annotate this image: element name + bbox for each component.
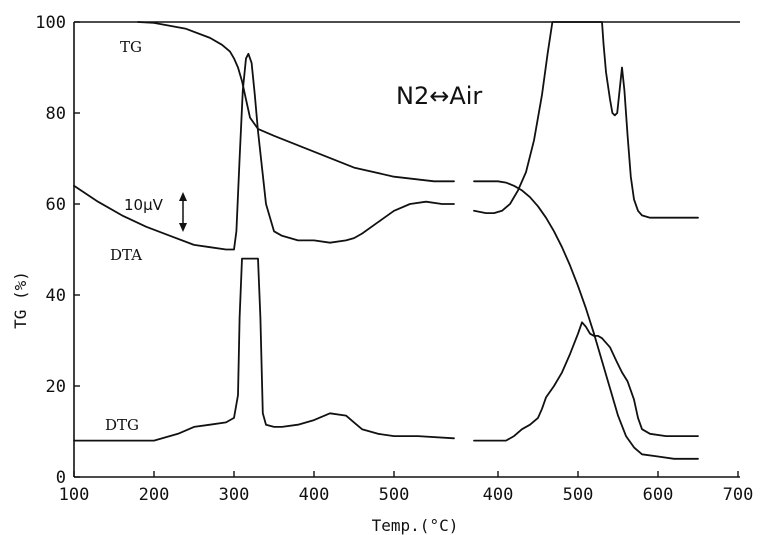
y-axis-title: TG (%) xyxy=(11,271,30,329)
x-tick-label: 600 xyxy=(643,485,674,505)
y-tick-label: 40 xyxy=(46,286,66,306)
x-tick-label: 500 xyxy=(563,485,594,505)
x-tick-label: 400 xyxy=(483,485,514,505)
dta-scale-arrow xyxy=(179,192,187,232)
x-tick-label: 300 xyxy=(219,485,250,505)
left-dta-curve xyxy=(73,52,455,251)
right-panel-series xyxy=(473,21,699,460)
y-tick-label: 100 xyxy=(35,13,66,33)
dtg-curve-label: DTG xyxy=(105,416,139,434)
left-panel-series xyxy=(73,21,455,442)
y-tick-label: 0 xyxy=(56,468,66,488)
x-tick-label: 400 xyxy=(299,485,330,505)
x-tick-label: 700 xyxy=(723,485,754,505)
y-tick-label: 60 xyxy=(46,195,66,215)
y-tick-label: 20 xyxy=(46,377,66,397)
right-tg-curve xyxy=(473,180,699,460)
right-dtg-curve xyxy=(473,321,699,442)
tg-curve-label: TG xyxy=(120,38,142,56)
dta-curve-label: DTA xyxy=(110,246,142,264)
x-tick-label: 200 xyxy=(139,485,170,505)
x-tick-label: 100 xyxy=(59,485,90,505)
left-tg-curve xyxy=(137,21,455,183)
x-ticks-left: 100 200 300 400 500 xyxy=(59,471,410,505)
dta-scale-label: 10μV xyxy=(124,196,164,214)
right-dta-curve xyxy=(473,21,699,219)
x-ticks-right: 400 500 600 700 xyxy=(483,471,754,505)
y-tick-label: 80 xyxy=(46,104,66,124)
x-tick-label: 500 xyxy=(379,485,410,505)
y-ticks: 0 20 40 60 80 100 xyxy=(35,13,80,488)
left-dtg-curve xyxy=(73,257,455,442)
x-axis-title: Temp.(°C) xyxy=(372,516,459,535)
atmosphere-change-label: N2↔Air xyxy=(396,82,482,110)
